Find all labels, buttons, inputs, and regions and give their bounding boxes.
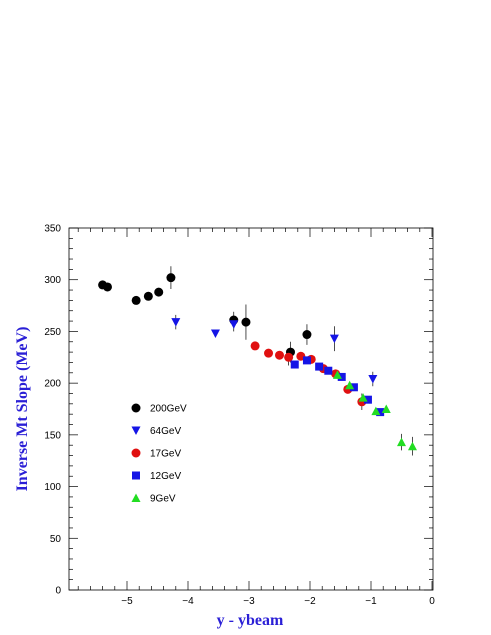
- y-tick-label: 300: [44, 275, 61, 286]
- data-point: [102, 282, 112, 292]
- y-tick-label: 0: [55, 586, 61, 597]
- data-point: [349, 383, 358, 392]
- legend-marker: [132, 471, 140, 480]
- x-tick-label: 0: [429, 596, 435, 607]
- x-tick-label: −4: [182, 596, 194, 607]
- legend-label: 12GeV: [150, 471, 181, 482]
- y-tick-label: 250: [44, 327, 61, 338]
- data-point: [315, 362, 324, 371]
- x-tick-label: −2: [304, 596, 316, 607]
- data-point: [302, 330, 312, 340]
- y-tick-label: 100: [44, 482, 61, 493]
- data-point: [166, 273, 176, 283]
- series-200GeV: [98, 266, 312, 363]
- data-point: [381, 404, 391, 413]
- data-point: [250, 341, 260, 351]
- data-point: [407, 441, 417, 451]
- legend-marker: [131, 426, 141, 435]
- x-tick-label: −5: [121, 596, 133, 607]
- data-point: [324, 366, 333, 375]
- series-64GeV: [171, 314, 378, 387]
- data-point: [332, 370, 342, 379]
- data-point: [229, 320, 239, 329]
- data-point: [363, 395, 372, 404]
- legend-label: 64GeV: [150, 426, 181, 437]
- data-point: [345, 380, 355, 390]
- data-point: [290, 360, 299, 369]
- legend-label: 17GeV: [150, 449, 181, 460]
- y-axis-title: Inverse Mt Slope (MeV): [14, 327, 31, 492]
- legend-label: 200GeV: [150, 404, 187, 415]
- legend: 200GeV 64GeV 17GeV 12GeV 9GeV: [131, 403, 187, 505]
- data-point: [371, 406, 381, 416]
- data-point: [284, 352, 294, 362]
- series-12GeV: [290, 356, 385, 417]
- data-point: [210, 329, 220, 338]
- data-point: [154, 287, 164, 297]
- data-point: [171, 318, 181, 327]
- series-17GeV: [250, 341, 367, 411]
- data-points: [98, 266, 417, 456]
- data-point: [358, 393, 368, 402]
- y-tick-label: 200: [44, 379, 61, 390]
- y-tick-label: 150: [44, 430, 61, 441]
- data-point: [368, 375, 378, 384]
- data-point: [337, 372, 346, 381]
- data-point: [264, 348, 274, 358]
- plot-frame: [68, 227, 434, 591]
- data-point: [397, 437, 406, 447]
- data-point: [275, 350, 284, 360]
- legend-marker: [131, 493, 141, 502]
- series-9GeV: [332, 370, 417, 456]
- data-point: [329, 334, 339, 344]
- data-point: [302, 356, 311, 365]
- axis-ticks: [69, 227, 433, 591]
- data-point: [143, 291, 153, 301]
- legend-marker: [131, 403, 141, 413]
- legend-marker: [131, 448, 141, 458]
- data-point: [376, 408, 385, 417]
- y-tick-label: 350: [44, 224, 61, 235]
- legend-label: 9GeV: [150, 494, 176, 505]
- data-point: [241, 317, 251, 327]
- x-tick-label: −1: [365, 596, 377, 607]
- data-point: [131, 295, 141, 305]
- x-tick-label: −3: [243, 596, 255, 607]
- y-tick-label: 50: [50, 534, 62, 545]
- axis-tick-labels: −5 −4 −3 −2 −1 0 0 50 100 150 200 250 300 350: [44, 224, 435, 608]
- x-axis-title: y - ybeam: [217, 612, 284, 629]
